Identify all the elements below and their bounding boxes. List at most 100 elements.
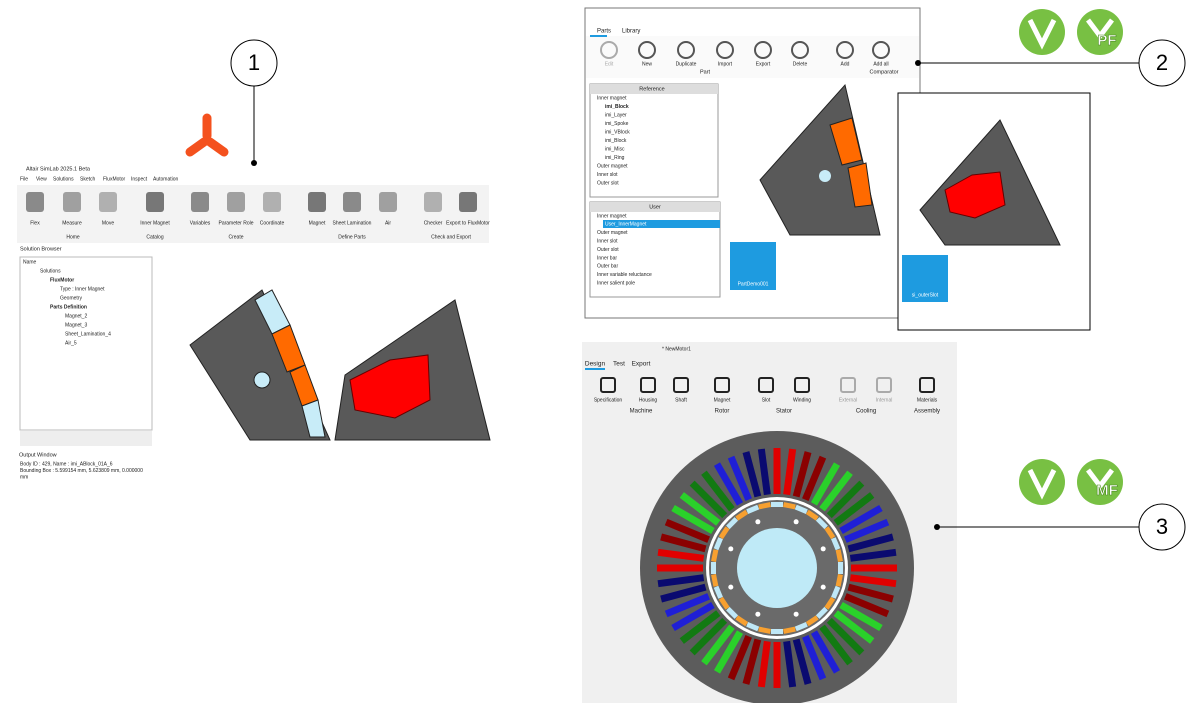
menu-item[interactable]: Automation xyxy=(153,176,179,182)
ribbon-button[interactable]: Duplicate xyxy=(676,61,697,67)
ribbon-button[interactable]: Slot xyxy=(762,397,771,403)
ribbon-group: Stator xyxy=(776,409,792,415)
tab[interactable]: Export xyxy=(632,361,651,368)
menu-item[interactable]: View xyxy=(36,176,47,182)
magnet-block xyxy=(349,354,431,419)
slot xyxy=(713,630,744,674)
thumbnail[interactable] xyxy=(902,255,948,302)
thumbnail[interactable] xyxy=(730,242,776,290)
ribbon-button[interactable]: Shaft xyxy=(675,397,687,403)
ribbon-button[interactable]: Specification xyxy=(594,397,623,403)
ribbon-button[interactable]: Checker xyxy=(424,220,443,226)
ribbon-button[interactable]: New xyxy=(642,61,652,67)
ribbon-button[interactable]: External xyxy=(839,397,857,403)
ribbon-button[interactable]: Variables xyxy=(190,220,211,226)
ribbon-icon xyxy=(191,192,209,212)
ribbon-button[interactable]: Winding xyxy=(793,397,811,403)
list-item[interactable]: Inner variable reluctance xyxy=(597,272,652,278)
slot xyxy=(773,642,781,688)
slot xyxy=(773,448,781,494)
rotor-magnet xyxy=(726,517,739,530)
list-item[interactable]: imi_VBlock xyxy=(605,129,630,135)
list-item[interactable]: User_InnerMagnet xyxy=(605,222,647,228)
rotor-magnet xyxy=(711,562,716,574)
ribbon-button[interactable]: Magnet xyxy=(714,397,731,403)
tab[interactable]: Library xyxy=(622,29,640,35)
list-item[interactable]: Outer bar xyxy=(597,264,618,270)
magnet xyxy=(829,117,863,166)
ribbon-button[interactable]: Coordinate xyxy=(260,220,285,226)
list-item[interactable]: imi_Ring xyxy=(605,155,625,161)
ribbon-button[interactable]: Edit xyxy=(605,61,614,67)
ribbon-icon xyxy=(99,192,117,212)
ribbon-button[interactable]: Sheet Lamination xyxy=(333,220,372,226)
ribbon-button[interactable]: Magnet xyxy=(309,220,326,226)
reference-box xyxy=(589,83,719,198)
list-item[interactable]: imi_Layer xyxy=(605,112,627,118)
list-item[interactable]: Inner bar xyxy=(597,255,617,261)
slot xyxy=(819,624,853,666)
tab[interactable]: Test xyxy=(613,361,625,368)
rotor-magnet xyxy=(783,626,796,634)
list-item[interactable]: Inner slot xyxy=(597,239,618,245)
user-box xyxy=(589,201,721,298)
ribbon-group: Cooling xyxy=(856,409,876,415)
ribbon-button[interactable]: Flex xyxy=(30,220,40,226)
rotor-magnet xyxy=(735,509,749,521)
rotor-magnet xyxy=(718,526,730,540)
ribbon-button[interactable]: Add all xyxy=(873,61,888,67)
slot xyxy=(657,564,703,572)
ribbon-group: Define Parts xyxy=(338,234,366,240)
ribbon-button[interactable]: Materials xyxy=(917,397,938,403)
ribbon-button[interactable]: Housing xyxy=(639,397,658,403)
rotor-magnet xyxy=(824,596,836,610)
list-item[interactable]: Outer slot xyxy=(597,180,619,186)
ribbon-button[interactable]: Move xyxy=(102,220,114,226)
rotor-magnet xyxy=(713,537,723,551)
slot xyxy=(844,518,890,543)
list-item[interactable]: imi_Block xyxy=(605,138,627,144)
ribbon-button[interactable]: Import xyxy=(718,61,733,67)
list-item[interactable]: Inner salient pole xyxy=(597,281,635,287)
list-item[interactable]: Outer magnet xyxy=(597,230,628,236)
tree-item: Magnet_3 xyxy=(65,322,87,328)
menu-item[interactable]: File xyxy=(20,176,28,182)
ribbon-button[interactable]: Air xyxy=(385,220,391,226)
ribbon-button[interactable]: Export to FluxMotor xyxy=(446,220,490,226)
slot xyxy=(757,448,771,496)
button-icon xyxy=(794,377,810,393)
slot xyxy=(833,610,875,644)
list-item[interactable]: imi_Block xyxy=(605,104,629,110)
list-item[interactable]: Inner slot xyxy=(597,172,618,178)
list-item[interactable]: Inner magnet xyxy=(597,213,627,219)
rotor-hole xyxy=(755,611,761,617)
ribbon-button[interactable]: Measure xyxy=(62,220,82,226)
button-icon xyxy=(638,41,656,59)
button-icon xyxy=(716,41,734,59)
list-item[interactable]: Outer slot xyxy=(597,247,619,253)
ribbon-button[interactable]: Export xyxy=(756,61,771,67)
ribbon-button[interactable]: Add xyxy=(841,61,850,67)
logo-v-mark xyxy=(1027,468,1057,500)
ribbon-button[interactable]: Parameter Role xyxy=(218,220,253,226)
list-item[interactable]: imi_Spoke xyxy=(605,121,629,127)
menu-item[interactable]: Sketch xyxy=(80,176,96,182)
list-item[interactable]: Outer magnet xyxy=(597,163,628,169)
logo-v-mark xyxy=(1086,18,1114,41)
list-item[interactable]: imi_Misc xyxy=(605,146,625,152)
menu-item[interactable]: Inspect xyxy=(131,176,148,182)
tab[interactable]: Parts xyxy=(597,29,611,35)
ribbon-button[interactable]: Internal xyxy=(876,397,893,403)
button-icon xyxy=(600,41,618,59)
reference-header xyxy=(590,84,718,94)
ribbon-icon xyxy=(308,192,326,212)
rotor-magnet xyxy=(794,622,808,632)
ribbon-button[interactable]: Inner Magnet xyxy=(140,220,170,226)
menu-item[interactable]: FluxMotor xyxy=(103,176,126,182)
list-item[interactable]: Inner magnet xyxy=(597,95,627,101)
menu-item[interactable]: Solutions xyxy=(53,176,74,182)
tree-item: Magnet_2 xyxy=(65,313,87,319)
slot xyxy=(810,630,841,674)
tab[interactable]: Design xyxy=(585,361,606,368)
ribbon-button[interactable]: Delete xyxy=(793,61,808,67)
